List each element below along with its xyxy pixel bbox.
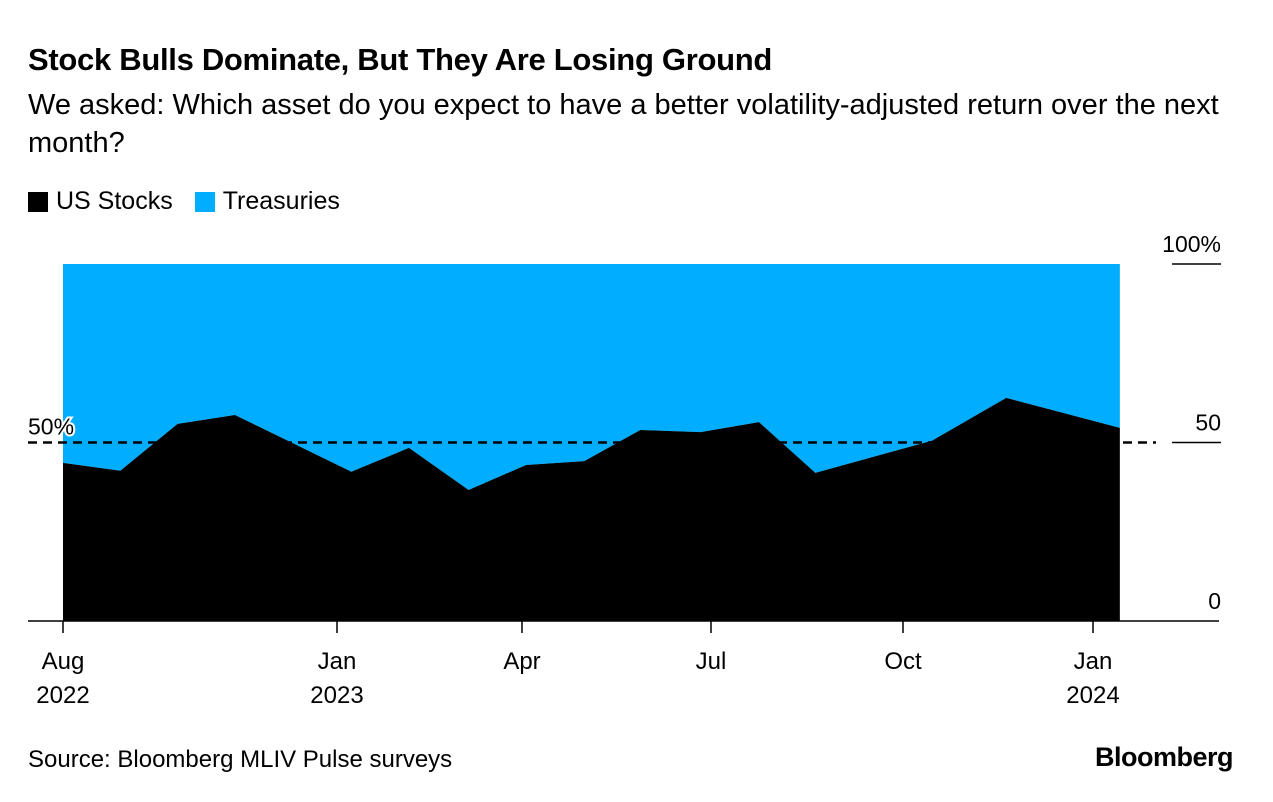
x-tick-label: Oct: [884, 648, 922, 675]
legend-item-treasuries: Treasuries: [194, 187, 340, 216]
x-tick-label: Aug: [42, 648, 85, 675]
treasuries-area: [63, 264, 1120, 490]
legend: US Stocks Treasuries: [28, 187, 362, 216]
y-tick-label: 100%: [1162, 231, 1221, 257]
reference-line-label: 50%: [28, 414, 74, 440]
chart-subtitle: We asked: Which asset do you expect to h…: [28, 89, 1219, 159]
legend-swatch-treasuries: [194, 191, 215, 212]
source-note: Source: Bloomberg MLIV Pulse surveys: [28, 746, 453, 773]
legend-label: US Stocks: [56, 187, 173, 215]
chart-title: Stock Bulls Dominate, But They Are Losin…: [28, 42, 773, 77]
legend-swatch-us-stocks: [28, 191, 48, 212]
x-tick-year-label: 2022: [36, 682, 89, 709]
y-tick-label: 50: [1195, 410, 1221, 436]
us-stocks-area: [63, 397, 1120, 621]
x-tick-label: Jan: [318, 648, 357, 675]
y-tick-label: 0: [1208, 588, 1221, 614]
x-tick-label: Jul: [696, 648, 727, 675]
x-tick-label: Jan: [1074, 648, 1113, 675]
x-tick-year-label: 2024: [1066, 682, 1119, 709]
x-tick-year-label: 2023: [310, 682, 363, 709]
legend-label: Treasuries: [222, 187, 340, 215]
legend-item-us-stocks: US Stocks: [28, 187, 173, 216]
bloomberg-logo: Bloomberg: [1094, 742, 1234, 772]
x-tick-label: Apr: [503, 648, 540, 675]
